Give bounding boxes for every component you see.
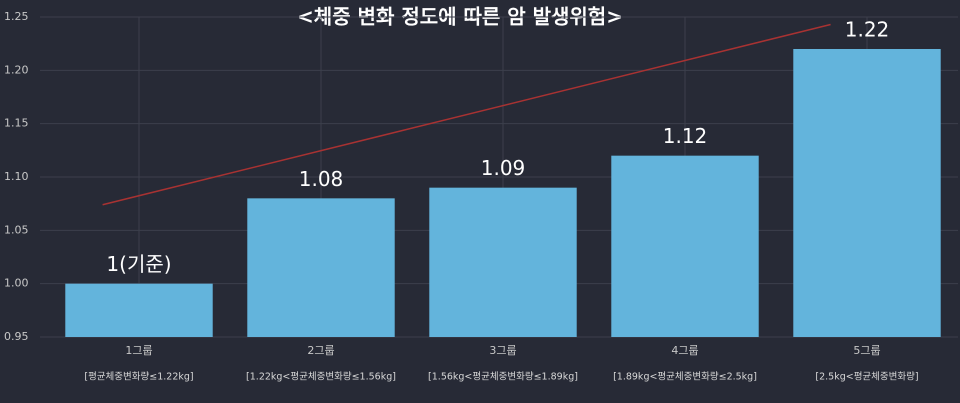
x-sublabel: [평균체중변화량≤1.22kg] <box>84 371 193 383</box>
bar <box>247 198 395 337</box>
bar <box>611 155 759 337</box>
trend-line <box>102 23 831 206</box>
y-tick-label: 1.05 <box>4 223 29 236</box>
value-label: 1.22 <box>845 18 890 42</box>
x-tick-label: 2그룹 <box>307 344 334 357</box>
value-label: 1.08 <box>299 167 344 191</box>
bar <box>429 187 577 337</box>
value-label: 1(기준) <box>106 252 171 276</box>
y-tick-label: 1.25 <box>4 10 29 23</box>
x-tick-label: 1그룹 <box>125 344 152 357</box>
x-sublabel: [1.22kg<평균체중변화량≤1.56kg] <box>246 371 396 383</box>
bar <box>793 49 941 337</box>
bar <box>65 283 213 337</box>
y-tick-label: 1.20 <box>4 63 29 76</box>
value-label: 1.09 <box>481 156 526 180</box>
y-tick-label: 0.95 <box>4 330 29 343</box>
value-label: 1.12 <box>663 124 708 148</box>
y-tick-label: 1.10 <box>4 170 29 183</box>
x-sublabel: [1.56kg<평균체중변화량≤1.89kg] <box>428 371 578 383</box>
y-tick-label: 1.00 <box>4 277 29 290</box>
x-sublabel: [2.5kg<평균체중변화량] <box>815 371 918 383</box>
x-tick-label: 5그룹 <box>853 344 880 357</box>
x-tick-label: 4그룹 <box>671 344 698 357</box>
x-sublabel: [1.89kg<평균체중변화량≤2.5kg] <box>613 371 757 383</box>
y-tick-label: 1.15 <box>4 117 29 130</box>
x-tick-label: 3그룹 <box>489 344 516 357</box>
